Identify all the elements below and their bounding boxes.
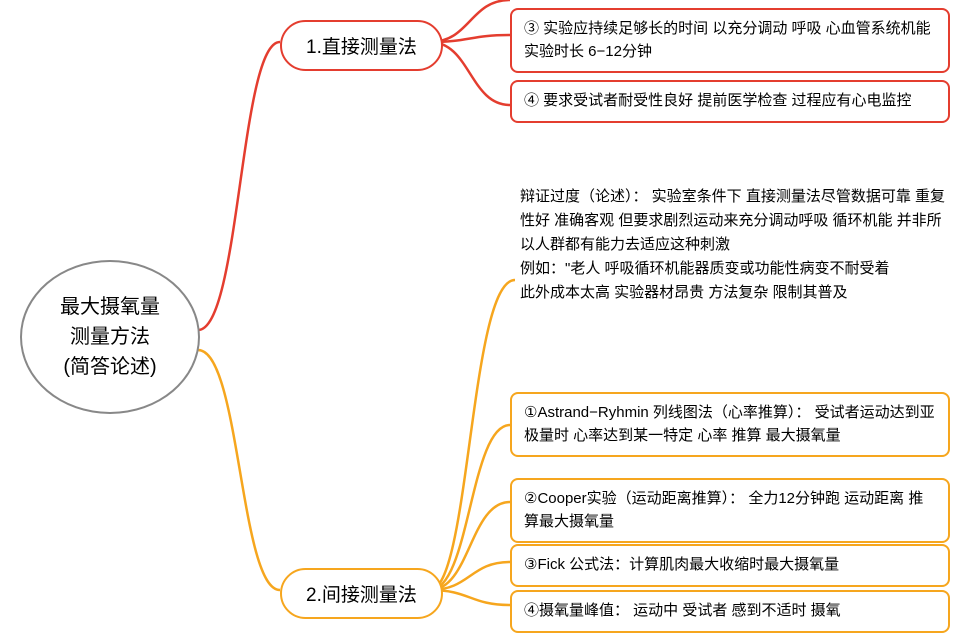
branch-label: 2.间接测量法: [306, 585, 417, 606]
root-node[interactable]: 最大摄氧量 测量方法 (简答论述): [20, 260, 200, 414]
leaf-indirect-3[interactable]: ③Fick 公式法：计算肌肉最大收缩时最大摄氧量: [510, 544, 950, 587]
leaf-text: ③Fick 公式法：计算肌肉最大收缩时最大摄氧量: [524, 556, 839, 573]
branch-indirect-method[interactable]: 2.间接测量法: [280, 568, 443, 619]
leaf-indirect-4[interactable]: ④摄氧量峰值： 运动中 受试者 感到不适时 摄氧: [510, 590, 950, 633]
leaf-text: ③ 实验应持续足够长的时间 以充分调动 呼吸 心血管系统机能 实验时长 6−12…: [524, 20, 931, 60]
leaf-indirect-2[interactable]: ②Cooper实验（运动距离推算）： 全力12分钟跑 运动距离 推算最大摄氧量: [510, 478, 950, 543]
leaf-text: ④摄氧量峰值： 运动中 受试者 感到不适时 摄氧: [524, 602, 841, 619]
discussion-text: 辩证过度（论述）： 实验室条件下 直接测量法尽管数据可靠 重复性好 准确客观 但…: [520, 185, 950, 305]
leaf-text: ①Astrand−Ryhmin 列线图法（心率推算）： 受试者运动达到亚极量时 …: [524, 404, 935, 444]
leaf-direct-4[interactable]: ④ 要求受试者耐受性良好 提前医学检查 过程应有心电监控: [510, 80, 950, 123]
root-label: 最大摄氧量 测量方法 (简答论述): [60, 296, 160, 378]
discussion-content: 辩证过度（论述）： 实验室条件下 直接测量法尽管数据可靠 重复性好 准确客观 但…: [520, 188, 945, 301]
branch-label: 1.直接测量法: [306, 37, 417, 58]
branch-direct-method[interactable]: 1.直接测量法: [280, 20, 443, 71]
leaf-direct-3[interactable]: ③ 实验应持续足够长的时间 以充分调动 呼吸 心血管系统机能 实验时长 6−12…: [510, 8, 950, 73]
leaf-indirect-1[interactable]: ①Astrand−Ryhmin 列线图法（心率推算）： 受试者运动达到亚极量时 …: [510, 392, 950, 457]
leaf-text: ④ 要求受试者耐受性良好 提前医学检查 过程应有心电监控: [524, 92, 912, 109]
leaf-text: ②Cooper实验（运动距离推算）： 全力12分钟跑 运动距离 推算最大摄氧量: [524, 490, 923, 530]
